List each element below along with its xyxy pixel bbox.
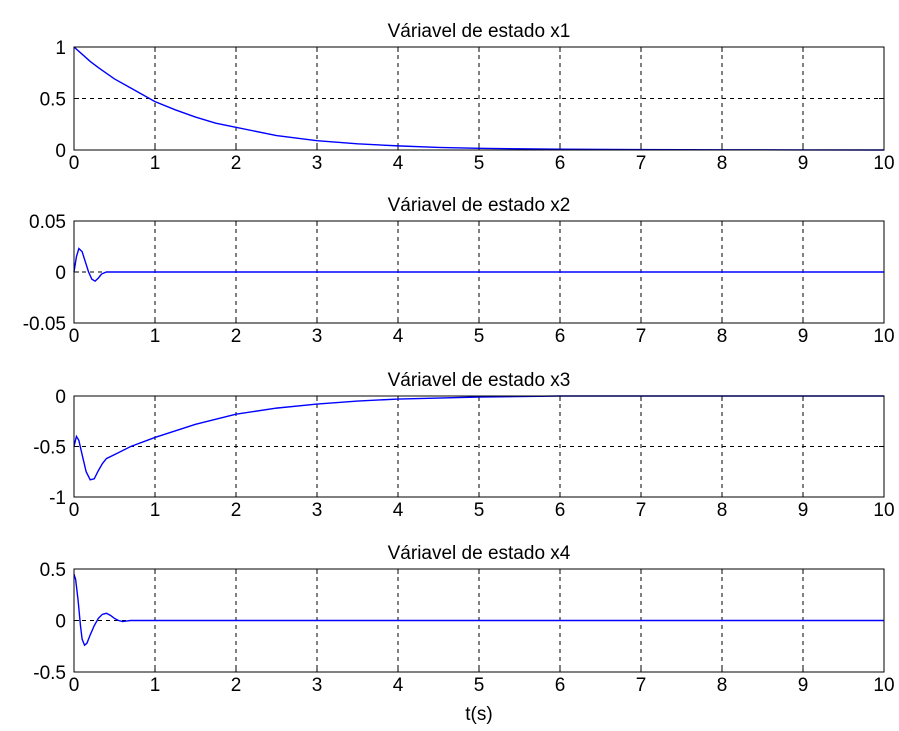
x-axis-label: t(s)	[465, 704, 492, 725]
x-tick-label: 9	[798, 500, 809, 521]
x-tick-label: 10	[873, 153, 894, 174]
y-tick-label: 0.05	[29, 212, 66, 233]
x-tick-label: 8	[717, 153, 728, 174]
subplot-title: Váriavel de estado x4	[388, 543, 571, 564]
y-tick-label: 0	[55, 263, 66, 284]
x-tick-label: 0	[69, 153, 80, 174]
x-tick-label: 9	[798, 675, 809, 696]
y-tick-label: -0.5	[33, 663, 66, 684]
x-tick-label: 1	[150, 500, 161, 521]
x-tick-label: 3	[312, 153, 323, 174]
x-tick-label: 10	[873, 500, 894, 521]
x-tick-label: 4	[393, 326, 404, 347]
x-tick-label: 0	[69, 326, 80, 347]
y-tick-label: 0	[55, 141, 66, 162]
x-tick-label: 7	[636, 500, 647, 521]
x-tick-label: 8	[717, 326, 728, 347]
x-tick-label: 10	[873, 675, 894, 696]
x-tick-label: 5	[474, 500, 485, 521]
x-tick-label: 5	[474, 326, 485, 347]
y-tick-label: 0	[55, 387, 66, 408]
subplot-title: Váriavel de estado x2	[388, 195, 571, 216]
x-tick-label: 9	[798, 326, 809, 347]
x-tick-label: 2	[231, 500, 242, 521]
x-tick-label: 3	[312, 326, 323, 347]
subplot-1: 0 1 2 3 4 5 6 7 8 9 10 0 0.5 1 Váriavel de estado x1	[40, 21, 895, 174]
y-tick-label: 0	[55, 612, 66, 633]
y-tick-label: 0.5	[40, 560, 66, 581]
x-tick-label: 7	[636, 326, 647, 347]
x-tick-label: 6	[555, 153, 566, 174]
y-tick-label: 0.5	[40, 90, 66, 111]
x-tick-label: 1	[150, 326, 161, 347]
series-line	[73, 247, 884, 283]
x-tick-label: 0	[69, 675, 80, 696]
x-tick-label: 3	[312, 675, 323, 696]
x-tick-label: 10	[873, 326, 894, 347]
y-tick-label: 1	[55, 38, 66, 59]
x-tick-label: 1	[150, 153, 161, 174]
axes-frame	[73, 395, 885, 498]
x-tick-label: 4	[393, 675, 404, 696]
x-tick-label: 3	[312, 500, 323, 521]
x-tick-label: 7	[636, 153, 647, 174]
x-tick-label: 4	[393, 500, 404, 521]
y-tick-label: -1	[49, 488, 66, 509]
x-tick-label: 6	[555, 675, 566, 696]
axes-frame	[73, 46, 885, 151]
x-tick-label: 2	[231, 675, 242, 696]
subplot-3: 0 1 2 3 4 5 6 7 8 9 10 -1 -0.5 0 Váriavel de estado x3	[33, 370, 894, 521]
x-tick-label: 8	[717, 675, 728, 696]
x-tick-label: 7	[636, 675, 647, 696]
series-line	[73, 573, 884, 647]
x-tick-label: 9	[798, 153, 809, 174]
x-tick-label: 5	[474, 153, 485, 174]
x-tick-label: 2	[231, 153, 242, 174]
x-tick-label: 6	[555, 500, 566, 521]
subplot-title: Váriavel de estado x3	[388, 370, 571, 391]
subplot-title: Váriavel de estado x1	[388, 21, 571, 42]
x-tick-label: 4	[393, 153, 404, 174]
axes-frame	[73, 568, 885, 673]
x-tick-label: 0	[69, 500, 80, 521]
axes-frame	[73, 220, 885, 324]
x-tick-label: 5	[474, 675, 485, 696]
x-tick-label: 6	[555, 326, 566, 347]
x-tick-label: 8	[717, 500, 728, 521]
y-tick-label: -0.5	[33, 438, 66, 459]
y-tick-label: -0.05	[23, 314, 66, 335]
x-tick-label: 2	[231, 326, 242, 347]
x-tick-label: 1	[150, 675, 161, 696]
series-line	[73, 46, 885, 151]
